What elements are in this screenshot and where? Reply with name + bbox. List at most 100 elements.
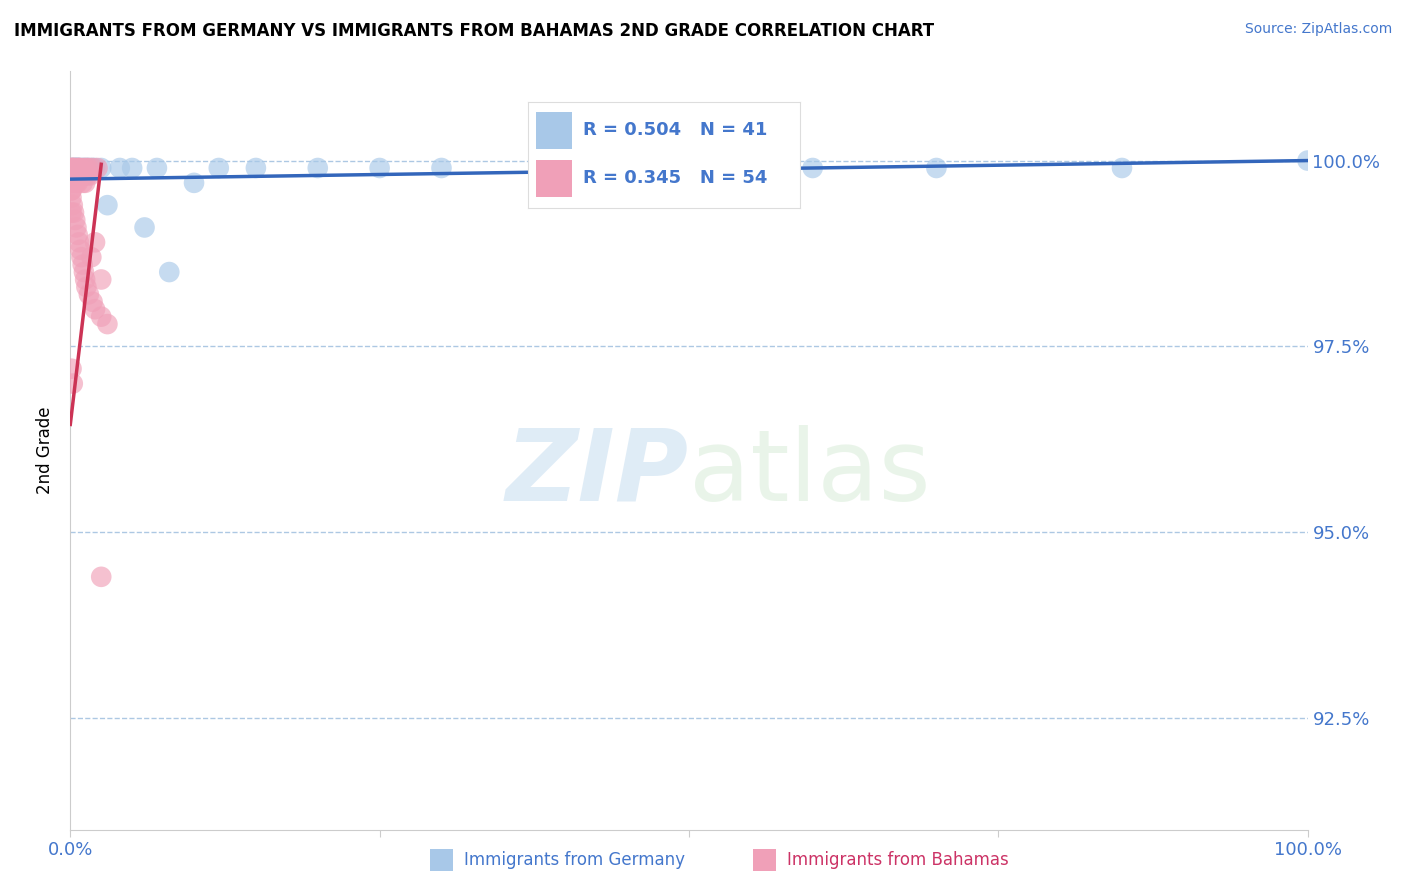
Point — [65, 161, 87, 175]
Point — [84, 161, 107, 175]
Text: Source: ZipAtlas.com: Source: ZipAtlas.com — [1244, 22, 1392, 37]
Point — [63, 161, 86, 175]
Point — [79, 161, 101, 175]
Point — [65, 213, 87, 227]
Point — [75, 280, 97, 294]
Point — [96, 198, 118, 212]
Point — [67, 169, 90, 183]
Point — [63, 205, 86, 219]
Point — [66, 227, 89, 242]
Point — [146, 161, 169, 175]
Point — [60, 205, 83, 219]
Point — [79, 169, 101, 183]
Point — [75, 161, 97, 175]
Point — [75, 169, 97, 183]
Point — [80, 250, 103, 264]
Point — [62, 161, 84, 175]
Point — [554, 161, 576, 175]
Point — [60, 361, 83, 376]
Point — [77, 161, 100, 175]
Point — [66, 161, 89, 175]
Point — [801, 161, 824, 175]
Point — [1296, 153, 1319, 168]
Point — [76, 161, 98, 175]
Point — [245, 161, 267, 175]
Point — [73, 265, 96, 279]
Point — [925, 161, 948, 175]
Text: IMMIGRANTS FROM GERMANY VS IMMIGRANTS FROM BAHAMAS 2ND GRADE CORRELATION CHART: IMMIGRANTS FROM GERMANY VS IMMIGRANTS FR… — [14, 22, 934, 40]
Point — [69, 161, 91, 175]
Point — [86, 161, 108, 175]
Point — [66, 169, 89, 183]
Text: Immigrants from Germany: Immigrants from Germany — [464, 851, 685, 869]
Point — [69, 161, 91, 175]
Point — [90, 161, 112, 175]
Point — [60, 176, 83, 190]
Point — [62, 376, 84, 391]
Point — [60, 183, 83, 197]
Point — [69, 243, 91, 257]
Point — [67, 161, 90, 175]
Point — [72, 176, 94, 190]
Point — [60, 169, 83, 183]
Point — [84, 235, 107, 250]
Point — [65, 220, 87, 235]
Point — [430, 161, 453, 175]
Point — [70, 250, 93, 264]
Point — [307, 161, 329, 175]
Point — [63, 169, 86, 183]
Point — [73, 161, 96, 175]
Point — [65, 161, 87, 175]
Point — [90, 310, 112, 324]
Point — [70, 169, 93, 183]
Text: Immigrants from Bahamas: Immigrants from Bahamas — [787, 851, 1010, 869]
Point — [72, 258, 94, 272]
Point — [60, 191, 83, 205]
Point — [60, 169, 83, 183]
Point — [82, 161, 104, 175]
Point — [75, 272, 97, 286]
Point — [65, 161, 87, 175]
Point — [65, 169, 87, 183]
Y-axis label: 2nd Grade: 2nd Grade — [37, 407, 55, 494]
Point — [121, 161, 143, 175]
Point — [63, 169, 86, 183]
Point — [66, 161, 89, 175]
Point — [70, 169, 93, 183]
Point — [90, 272, 112, 286]
Point — [67, 161, 90, 175]
Point — [678, 161, 700, 175]
Point — [72, 161, 94, 175]
Point — [62, 161, 84, 175]
Text: ZIP: ZIP — [506, 425, 689, 522]
Point — [134, 220, 156, 235]
Point — [96, 317, 118, 331]
Point — [62, 198, 84, 212]
Point — [60, 161, 83, 175]
Point — [76, 169, 98, 183]
Point — [67, 235, 90, 250]
Point — [66, 176, 89, 190]
Point — [62, 169, 84, 183]
Point — [65, 176, 87, 190]
Point — [65, 161, 87, 175]
Point — [60, 161, 83, 175]
Point — [208, 161, 231, 175]
Point — [60, 161, 83, 175]
Point — [1111, 161, 1133, 175]
Point — [108, 161, 131, 175]
Point — [63, 161, 86, 175]
Point — [75, 161, 97, 175]
Point — [77, 287, 100, 301]
Point — [60, 183, 83, 197]
Point — [75, 176, 97, 190]
Point — [84, 302, 107, 317]
Point — [82, 161, 104, 175]
Point — [65, 169, 87, 183]
Text: atlas: atlas — [689, 425, 931, 522]
Point — [183, 176, 205, 190]
Point — [90, 570, 112, 584]
Point — [65, 176, 87, 190]
Point — [368, 161, 391, 175]
Point — [157, 265, 180, 279]
